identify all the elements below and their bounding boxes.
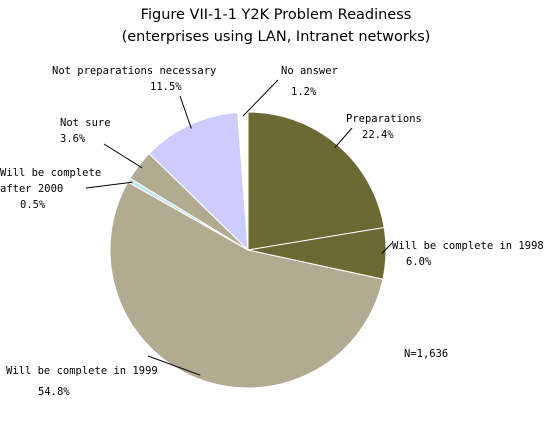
chart-subtitle: (enterprises using LAN, Intranet network… (122, 29, 431, 45)
chart-title: Figure VII-1-1 Y2K Problem Readiness (141, 7, 412, 23)
value-not-necessary: 11.5% (150, 81, 182, 93)
leader-line-not-preparations-necessary (179, 95, 192, 129)
label-complete-1999: Will be complete in 1999 (6, 365, 158, 377)
value-not-sure: 3.6% (60, 133, 86, 145)
value-complete-after-2000: 0.5% (20, 199, 46, 211)
value-no-answer: 1.2% (291, 86, 317, 98)
label-complete-1998: Will be complete in 1998 (392, 240, 544, 252)
label-preparations: Preparations (346, 113, 422, 125)
leader-line-will-be-complete-in-1998 (381, 242, 393, 254)
label-not-necessary: Not preparations necessary (52, 65, 216, 77)
label-complete-after-2000-line1: Will be complete (0, 167, 101, 179)
pie-slice-no-answer (237, 111, 249, 251)
leader-line-no-answer (242, 79, 279, 117)
value-complete-1998: 6.0% (406, 256, 432, 268)
value-complete-1999: 54.8% (38, 386, 70, 398)
label-complete-after-2000-line2: after 2000 (0, 183, 63, 195)
leader-line-not-sure (103, 143, 143, 169)
label-not-sure: Not sure (60, 117, 111, 129)
leader-line-will-be-complete-in-1999 (147, 355, 201, 376)
leader-line-preparations (334, 127, 353, 149)
pie-slice-will-be-complete-in-1999 (109, 181, 384, 389)
sample-size-note: N=1,636 (404, 348, 448, 360)
value-preparations: 22.4% (362, 129, 394, 141)
label-no-answer: No answer (281, 65, 338, 77)
leader-line-will-be-complete-after-2000 (85, 181, 133, 189)
